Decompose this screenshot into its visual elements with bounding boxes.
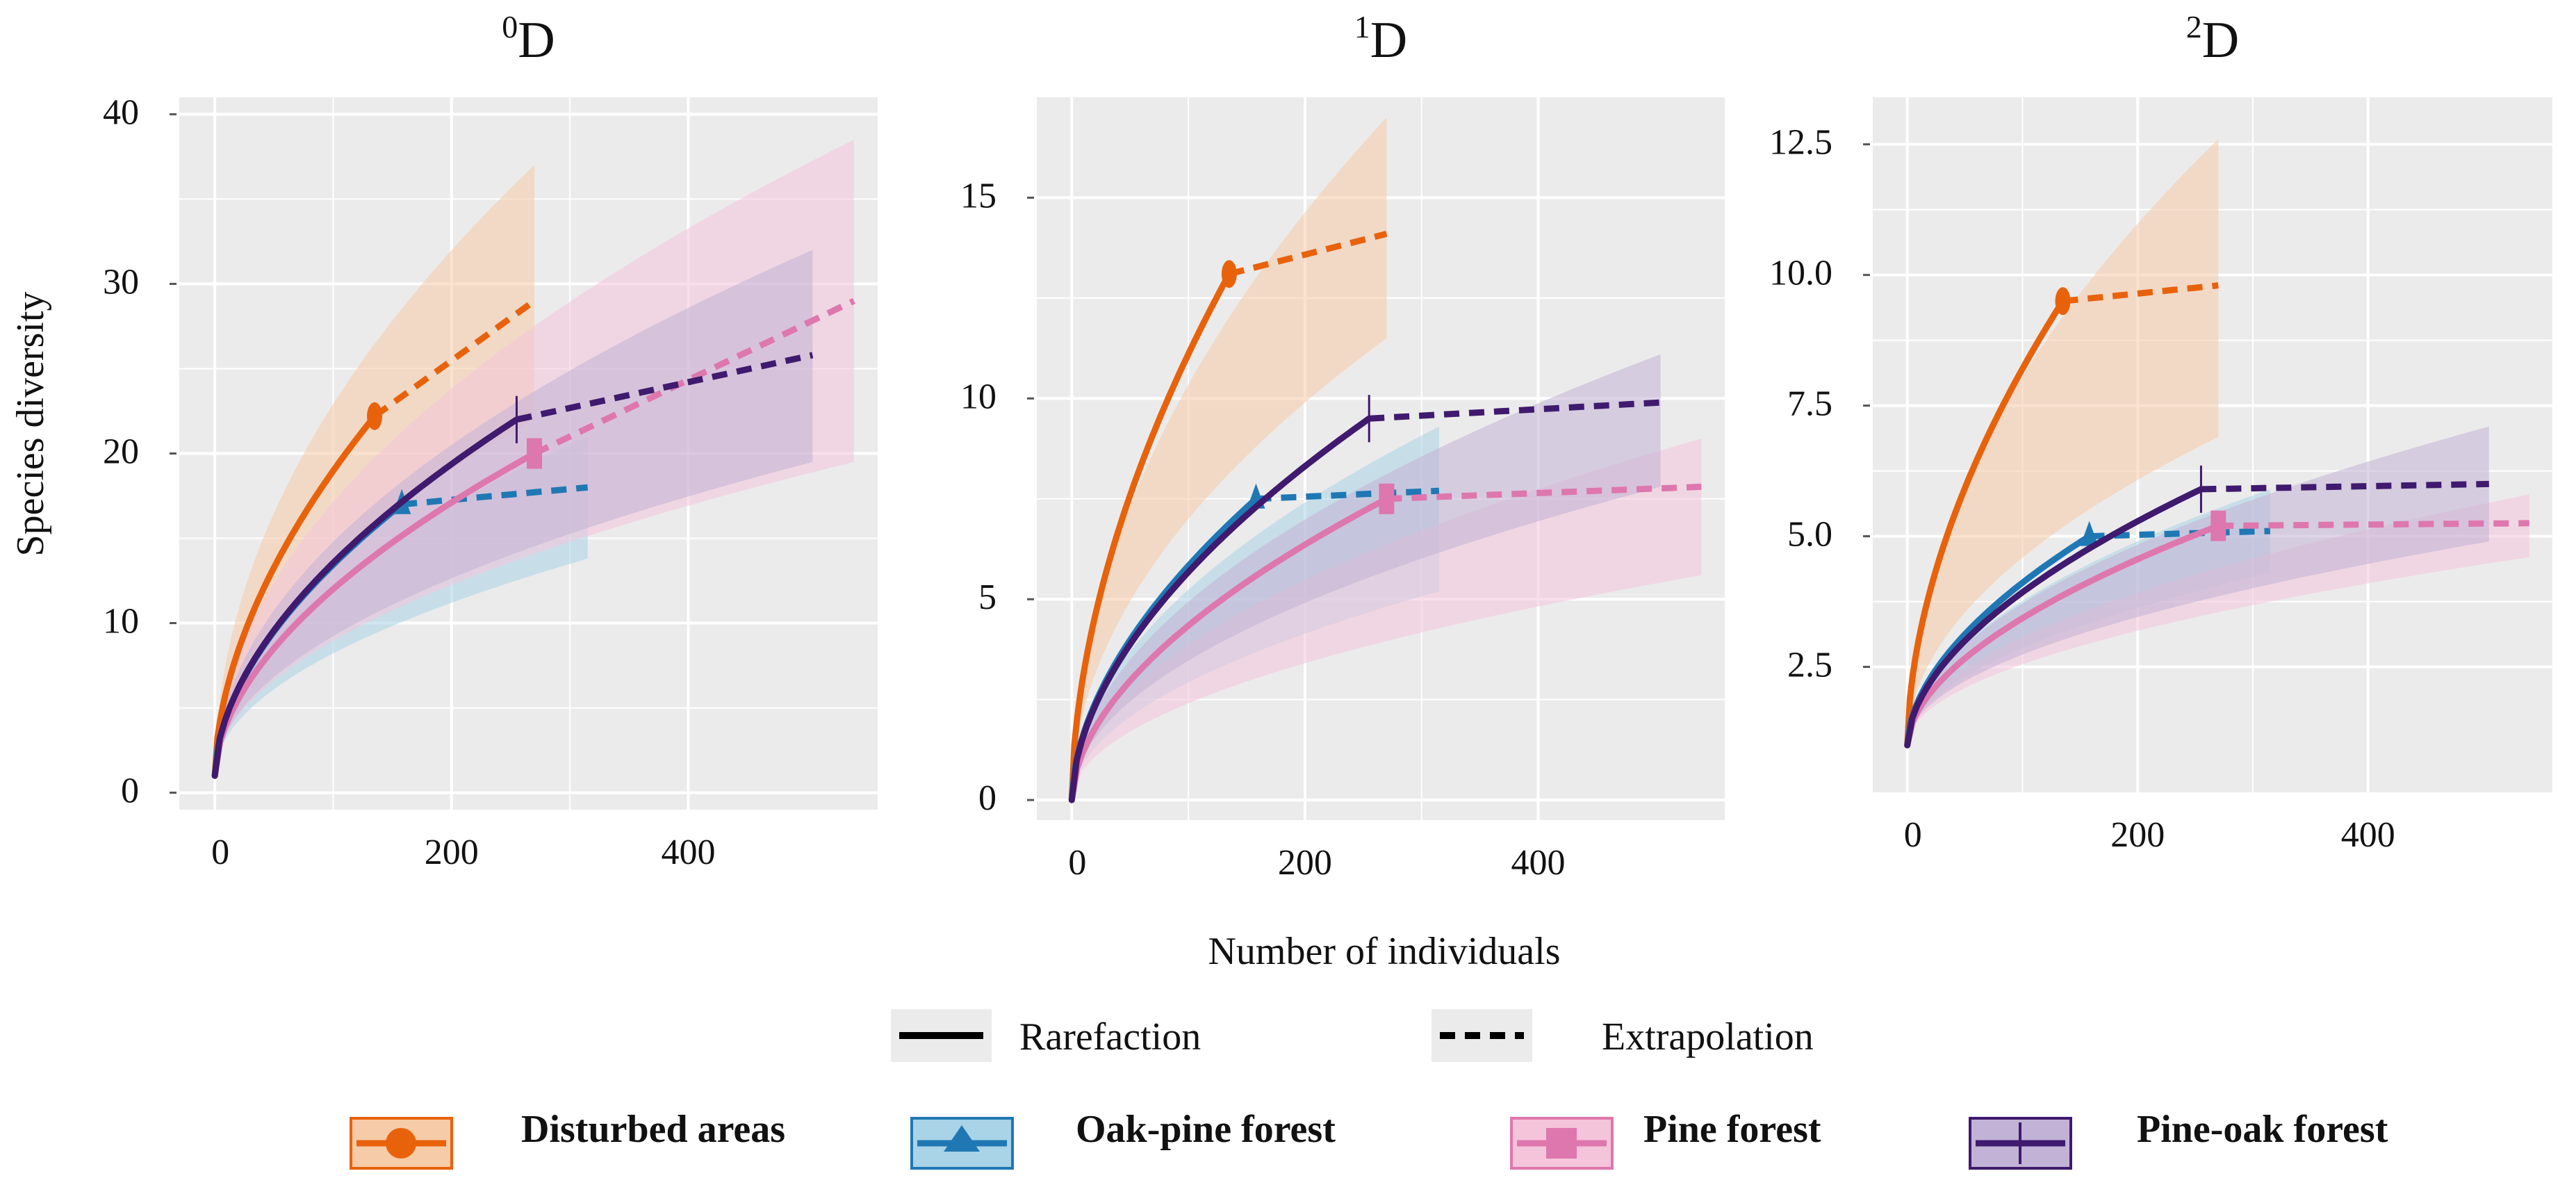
legend: Rarefaction Extrapolation Disturbed areas O… [350,1009,2388,1170]
x-tick-label: 0 [211,833,229,872]
rarefaction-line-pine-oak-forest [211,416,520,779]
rarefaction-line-pine-oak-forest [1068,415,1372,803]
y-tick-label: 10.0 [1769,254,1832,293]
panel-title-text: D [518,12,555,69]
panel-title: 0D [502,9,555,69]
y-tick-label: 30 [103,262,139,302]
observed-point-pine-forest [1379,483,1395,514]
y-tick-label: 0 [121,771,139,811]
y-axis-title: Species diversity [9,291,52,556]
legend-label: Rarefaction [1019,1015,1201,1058]
y-tick-label: 15 [960,176,996,215]
observed-point-oak-pine-forest [2080,521,2099,546]
legend-item-pine-oak-forest: Pine-oak forest [1969,1108,2388,1170]
panel-title: 1D [1354,9,1407,69]
legend-item-extrapolation: Extrapolation [1431,1009,1814,1062]
extrapolation-line-oak-pine-forest [1256,487,1440,502]
extrapolation-line-disturbed-areas [372,298,536,419]
y-tick-label: 5.0 [1787,515,1832,555]
observed-point-disturbed-areas [2055,287,2071,316]
legend-item-rarefaction: Rarefaction [891,1009,1201,1062]
legend-label: Disturbed areas [521,1108,785,1151]
rarefaction-line-pine-forest [211,450,538,779]
y-tick-label: 10 [103,602,139,641]
x-tick-label: 400 [661,833,715,872]
extrapolation-line-pine-oak-forest [2201,480,2489,493]
rarefaction-line-disturbed-areas [1068,270,1233,803]
x-tick-label: 200 [425,833,479,872]
extrapolation-line-pine-forest [1386,483,1702,502]
band-pine-forest [1072,439,1702,801]
y-tick-label: 10 [960,377,996,416]
rarefaction-line-pine-forest [1904,523,2222,749]
legend-marker [944,1125,980,1152]
panel-title-superscript: 1 [1354,9,1370,44]
rarefaction-line-disturbed-areas [1904,297,2066,749]
panel-title-superscript: 2 [2186,9,2202,44]
x-tick-label: 0 [1904,815,1922,855]
legend-item-disturbed-areas: Disturbed areas [350,1108,785,1170]
series-disturbed-areas [1068,231,1388,803]
legend-marker [386,1128,416,1159]
legend-item-oak-pine-forest: Oak-pine forest [910,1108,1336,1170]
legend-label: Pine forest [1643,1108,1821,1151]
x-tick-label: 0 [1068,843,1086,883]
y-tick-label: 5 [978,578,996,617]
panel-title-text: D [2202,12,2239,69]
rarefaction-line-pine-oak-forest [1904,486,2204,749]
series-pine-forest [211,297,855,779]
legend-marker [1546,1128,1577,1159]
observed-point-disturbed-areas [1221,260,1237,288]
y-tick-label: 0 [978,778,996,818]
band-pine-oak-forest [1907,426,2489,746]
rarefaction-line-pine-forest [1068,496,1390,803]
legend-label: Oak-pine forest [1076,1108,1336,1151]
series-pine-forest [1068,483,1702,803]
band-disturbed-areas [1072,117,1387,801]
series-pine-forest [1904,510,2529,749]
legend-label: Pine-oak forest [2137,1108,2388,1151]
extrapolation-line-pine-forest [533,297,855,457]
rarefaction-line-disturbed-areas [211,413,378,779]
x-tick-label: 400 [1511,843,1566,883]
panel-title: 2D [2186,9,2239,69]
panel-1: 0 200 400 0 5 10 15 1D [960,9,1725,883]
series-disturbed-areas [1904,282,2219,749]
x-tick-label: 400 [2341,815,2395,855]
observed-point-pine-forest [2210,510,2226,541]
observed-point-disturbed-areas [367,402,383,430]
y-tick-label: 40 [103,92,139,132]
series-pine-oak-forest [1068,395,1661,803]
panel-title-text: D [1370,12,1407,69]
x-axis-title: Number of individuals [1208,930,1560,973]
y-tick-label: 2.5 [1787,646,1832,685]
series-disturbed-areas [211,298,536,779]
x-tick-label: 200 [2110,815,2165,855]
series-pine-oak-forest [211,352,814,779]
panel-2: 0 200 400 2.5 5.0 7.5 10.0 12.5 2D [1769,9,2552,855]
x-tick-label: 200 [1278,843,1332,883]
extrapolation-line-disturbed-areas [1228,231,1388,277]
legend-label: Extrapolation [1602,1015,1814,1058]
y-tick-label: 7.5 [1787,384,1832,424]
extrapolation-line-pine-oak-forest [516,352,814,423]
legend-item-pine-forest: Pine forest [1510,1108,1821,1170]
extrapolation-line-disturbed-areas [2062,282,2219,304]
series-pine-oak-forest [1904,465,2489,749]
y-tick-label: 12.5 [1769,123,1832,163]
y-tick-label: 20 [103,432,139,472]
band-pine-oak-forest [1072,354,1661,801]
band-pine-oak-forest [215,250,813,776]
panel-title-superscript: 0 [502,9,518,44]
extrapolation-line-pine-forest [2218,520,2529,529]
extrapolation-line-oak-pine-forest [401,484,589,508]
observed-point-pine-forest [527,438,543,469]
extrapolation-line-oak-pine-forest [2089,528,2271,540]
